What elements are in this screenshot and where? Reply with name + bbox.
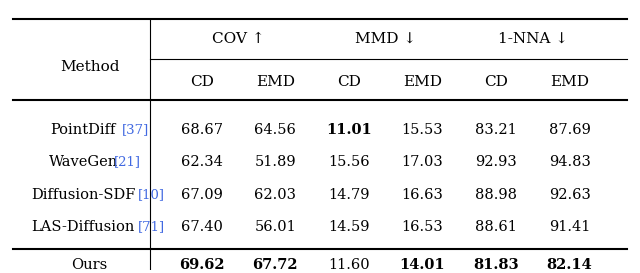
Text: WaveGen: WaveGen	[49, 155, 118, 169]
Text: [71]: [71]	[138, 221, 165, 233]
Text: 64.56: 64.56	[254, 123, 296, 137]
Text: Ours: Ours	[72, 258, 108, 272]
Text: 15.53: 15.53	[401, 123, 444, 137]
Text: 67.40: 67.40	[180, 220, 223, 234]
Text: CD: CD	[189, 75, 214, 90]
Text: 1-NNA ↓: 1-NNA ↓	[498, 32, 568, 46]
Text: 94.83: 94.83	[548, 155, 591, 169]
Text: EMD: EMD	[256, 75, 294, 90]
Text: CD: CD	[337, 75, 361, 90]
Text: [21]: [21]	[114, 156, 141, 169]
Text: 68.67: 68.67	[180, 123, 223, 137]
Text: 62.03: 62.03	[254, 188, 296, 201]
Text: EMD: EMD	[550, 75, 589, 90]
Text: 92.63: 92.63	[548, 188, 591, 201]
Text: 92.93: 92.93	[475, 155, 517, 169]
Text: EMD: EMD	[403, 75, 442, 90]
Text: 11.01: 11.01	[326, 123, 372, 137]
Text: 67.72: 67.72	[252, 258, 298, 272]
Text: 87.69: 87.69	[548, 123, 591, 137]
Text: 62.34: 62.34	[180, 155, 223, 169]
Text: 88.61: 88.61	[475, 220, 517, 234]
Text: 91.41: 91.41	[549, 220, 590, 234]
Text: 14.79: 14.79	[328, 188, 369, 201]
Text: 16.63: 16.63	[401, 188, 444, 201]
Text: 51.89: 51.89	[254, 155, 296, 169]
Text: 83.21: 83.21	[475, 123, 517, 137]
Text: Method: Method	[60, 60, 119, 74]
Text: 69.62: 69.62	[179, 258, 225, 272]
Text: 14.59: 14.59	[328, 220, 369, 234]
Text: [37]: [37]	[122, 123, 149, 136]
Text: 15.56: 15.56	[328, 155, 370, 169]
Text: 88.98: 88.98	[475, 188, 517, 201]
Text: 14.01: 14.01	[399, 258, 445, 272]
Text: PointDiff: PointDiff	[51, 123, 116, 137]
Text: [10]: [10]	[138, 188, 165, 201]
Text: 16.53: 16.53	[401, 220, 444, 234]
Text: MMD ↓: MMD ↓	[355, 32, 416, 46]
Text: CD: CD	[484, 75, 508, 90]
Text: COV ↑: COV ↑	[212, 32, 265, 46]
Text: 11.60: 11.60	[328, 258, 370, 272]
Text: 56.01: 56.01	[254, 220, 296, 234]
Text: LAS-Diffusion: LAS-Diffusion	[31, 220, 135, 234]
Text: 17.03: 17.03	[401, 155, 444, 169]
Text: 67.09: 67.09	[180, 188, 223, 201]
Text: 82.14: 82.14	[547, 258, 593, 272]
Text: Diffusion-SDF: Diffusion-SDF	[31, 188, 136, 201]
Text: 81.83: 81.83	[473, 258, 519, 272]
